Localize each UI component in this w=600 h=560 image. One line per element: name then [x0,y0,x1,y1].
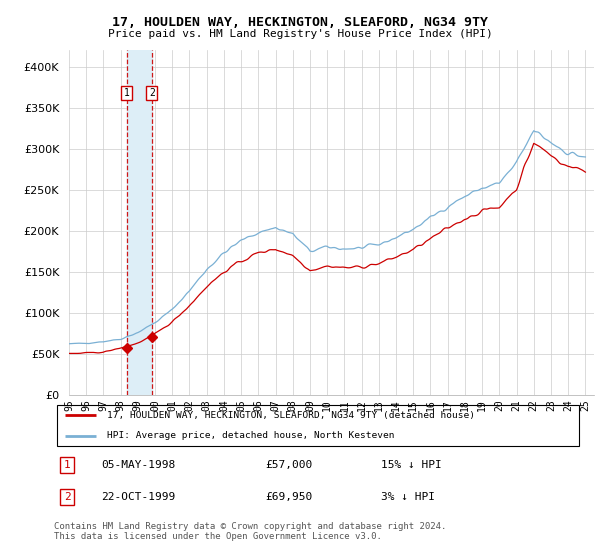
Text: 22-OCT-1999: 22-OCT-1999 [101,492,176,502]
Text: Price paid vs. HM Land Registry's House Price Index (HPI): Price paid vs. HM Land Registry's House … [107,29,493,39]
Text: 15% ↓ HPI: 15% ↓ HPI [382,460,442,470]
Text: 05-MAY-1998: 05-MAY-1998 [101,460,176,470]
Text: 17, HOULDEN WAY, HECKINGTON, SLEAFORD, NG34 9TY: 17, HOULDEN WAY, HECKINGTON, SLEAFORD, N… [112,16,488,29]
Bar [127,50,152,395]
Text: 2: 2 [64,492,71,502]
Text: £69,950: £69,950 [265,492,313,502]
Text: 17, HOULDEN WAY, HECKINGTON, SLEAFORD, NG34 9TY (detached house): 17, HOULDEN WAY, HECKINGTON, SLEAFORD, N… [107,411,475,420]
Text: 1: 1 [64,460,71,470]
Text: £57,000: £57,000 [265,460,313,470]
Text: Contains HM Land Registry data © Crown copyright and database right 2024.
This d: Contains HM Land Registry data © Crown c… [54,522,446,542]
Text: 1: 1 [124,88,130,98]
Text: HPI: Average price, detached house, North Kesteven: HPI: Average price, detached house, Nort… [107,431,394,440]
Text: 3% ↓ HPI: 3% ↓ HPI [382,492,436,502]
Text: 2: 2 [149,88,155,98]
